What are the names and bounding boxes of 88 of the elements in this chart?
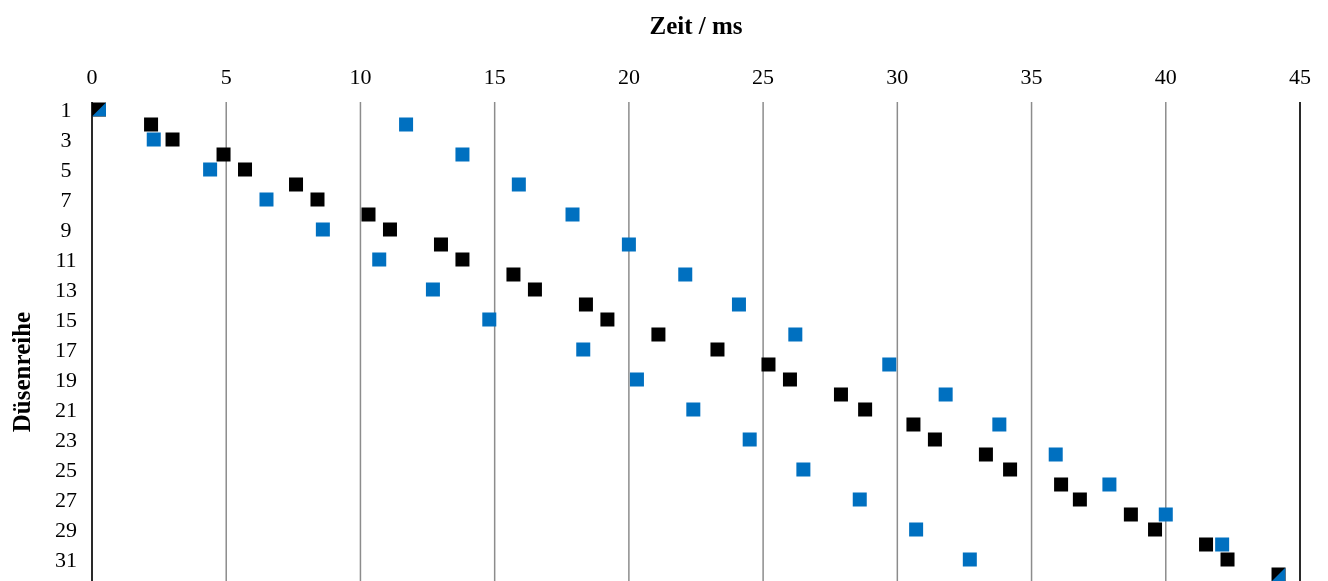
point <box>978 447 993 462</box>
x-tick-label: 25 <box>752 64 775 89</box>
x-tick-label: 20 <box>617 64 640 89</box>
point <box>310 192 325 207</box>
point <box>455 252 470 267</box>
point <box>361 207 376 222</box>
x-tick-label: 10 <box>349 64 372 89</box>
point <box>565 207 580 222</box>
point <box>372 252 387 267</box>
y-tick-label: 7 <box>60 187 72 213</box>
point <box>731 297 746 312</box>
point <box>909 522 924 537</box>
point <box>927 432 942 447</box>
point <box>144 117 159 132</box>
point <box>1102 477 1117 492</box>
point <box>686 402 701 417</box>
point <box>833 387 848 402</box>
x-tick-label: 35 <box>1020 64 1043 89</box>
y-axis-title: Düsenreihe <box>8 311 35 433</box>
point <box>1148 522 1163 537</box>
x-tick-label: 0 <box>86 64 98 89</box>
point <box>382 222 397 237</box>
point <box>165 132 180 147</box>
y-tick-label: 9 <box>60 217 72 243</box>
x-tick-label: 40 <box>1154 64 1177 89</box>
x-tick-label: 30 <box>886 64 909 89</box>
y-tick-label: 25 <box>55 457 77 483</box>
x-axis-title: Zeit / ms <box>649 12 743 39</box>
point <box>938 387 953 402</box>
point <box>259 192 274 207</box>
y-tick-label: 11 <box>55 247 77 273</box>
point <box>578 297 593 312</box>
y-tick-label: 17 <box>55 337 77 363</box>
y-tick-label: 29 <box>55 517 77 543</box>
y-tick-label: 15 <box>55 307 77 333</box>
y-tick-label: 31 <box>55 547 77 573</box>
point <box>629 372 644 387</box>
point <box>1215 537 1230 552</box>
point <box>289 177 304 192</box>
point <box>852 492 867 507</box>
point <box>992 417 1007 432</box>
point <box>882 357 897 372</box>
y-tick-label: 19 <box>55 367 77 393</box>
point <box>858 402 873 417</box>
point <box>1220 552 1235 567</box>
point <box>600 312 615 327</box>
point <box>788 327 803 342</box>
point <box>1158 507 1173 522</box>
point <box>906 417 921 432</box>
x-tick-label: 15 <box>483 64 506 89</box>
y-tick-label: 1 <box>60 97 72 123</box>
point <box>796 462 811 477</box>
point <box>1199 537 1214 552</box>
point <box>216 147 231 162</box>
point <box>962 552 977 567</box>
point <box>761 357 776 372</box>
point <box>482 312 497 327</box>
point <box>576 342 591 357</box>
y-tick-label: 23 <box>55 427 77 453</box>
point <box>782 372 797 387</box>
point <box>506 267 521 282</box>
point <box>511 177 526 192</box>
point <box>203 162 218 177</box>
point <box>238 162 253 177</box>
point <box>455 147 470 162</box>
y-tick-label: 3 <box>60 127 72 153</box>
point <box>315 222 330 237</box>
point <box>1048 447 1063 462</box>
point <box>1003 462 1018 477</box>
y-tick-label: 21 <box>55 397 77 423</box>
point <box>1123 507 1138 522</box>
point <box>1072 492 1087 507</box>
point <box>1054 477 1069 492</box>
point <box>621 237 636 252</box>
y-tick-label: 27 <box>55 487 77 513</box>
point <box>678 267 693 282</box>
x-tick-label: 5 <box>220 64 232 89</box>
x-tick-label: 45 <box>1289 64 1311 89</box>
point <box>742 432 757 447</box>
y-tick-label: 5 <box>60 157 72 183</box>
point <box>651 327 666 342</box>
point <box>710 342 725 357</box>
point <box>146 132 161 147</box>
point <box>527 282 542 297</box>
point <box>399 117 414 132</box>
y-tick-label: 13 <box>55 277 77 303</box>
point <box>433 237 448 252</box>
point <box>425 282 440 297</box>
